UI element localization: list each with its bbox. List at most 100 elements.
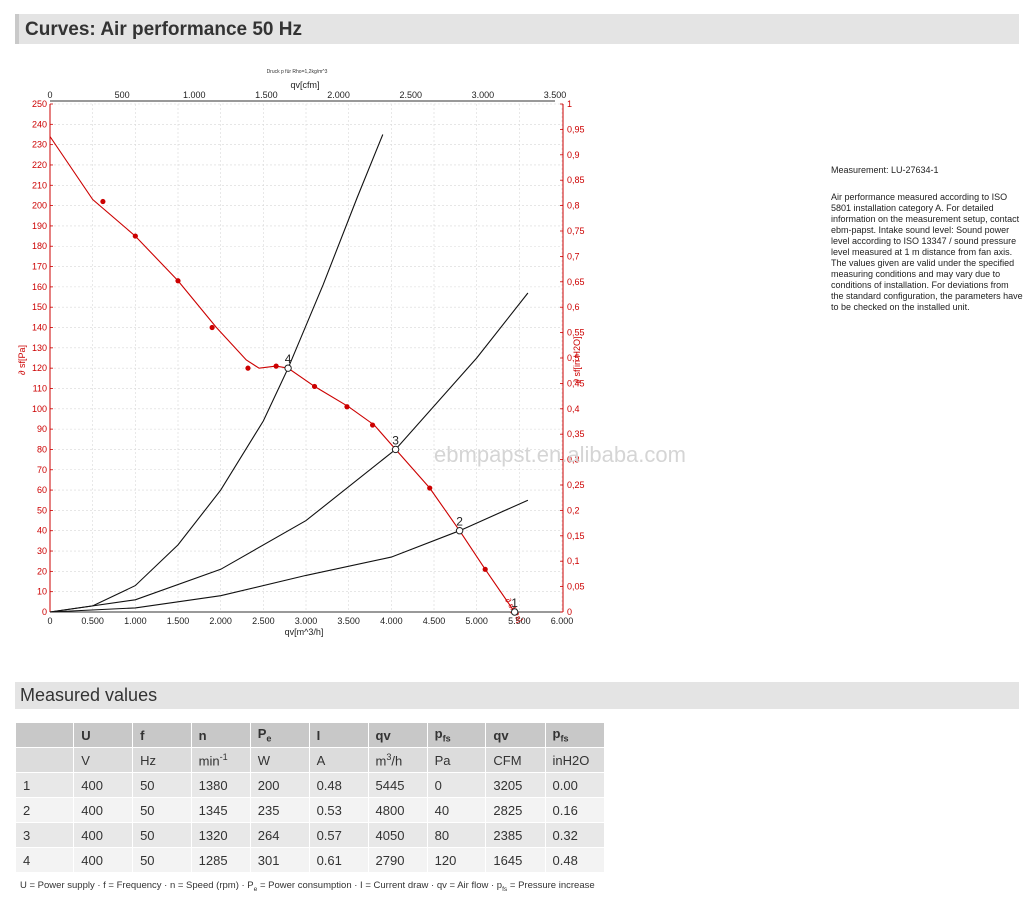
y-left-tick-label: 40 — [37, 526, 47, 536]
y-right-tick-label: 0,85 — [567, 175, 585, 185]
table-cell: 5445 — [367, 772, 428, 798]
x-bottom-tick-label: 3.500 — [337, 616, 360, 626]
table-row: 1 400 50 1380 200 0.48 5445 0 3205 0.00 — [14, 772, 606, 798]
table-row: 4 400 50 1285 301 0.61 2790 120 1645 0.48 — [14, 847, 606, 873]
unit-label: CFM — [493, 752, 522, 768]
operating-point-marker — [510, 608, 519, 616]
page-title: Curves: Air performance 50 Hz — [25, 19, 303, 40]
table-unit-cell: A — [308, 747, 369, 773]
table-cell: 50 — [132, 822, 192, 848]
y-right-tick-label: 0,65 — [567, 277, 585, 287]
y-left-tick-label: 210 — [32, 180, 47, 190]
table-cell: 3205 — [485, 772, 546, 798]
table-cell: 1645 — [485, 847, 546, 873]
unit-label: A — [316, 752, 326, 768]
table-cell: 235 — [249, 797, 310, 823]
table-header-cell — [14, 722, 75, 748]
table-cell: 400 — [73, 822, 134, 848]
table-cell: 1 — [14, 772, 75, 798]
y-left-tick-label: 10 — [37, 587, 47, 597]
measurement-id: Measurement: LU-27634-1 — [831, 165, 939, 175]
y-left-tick-label: 250 — [32, 99, 47, 109]
y-right-tick-label: 0,4 — [567, 404, 580, 414]
table-cell: 200 — [249, 772, 310, 798]
unit-label: W — [257, 752, 271, 768]
table-cell: 400 — [73, 797, 134, 823]
table-header-cell: qv — [367, 722, 428, 748]
table-unit-cell: Pa — [426, 747, 487, 773]
y-right-tick-label: 0,6 — [567, 302, 580, 312]
y-right-tick-label: 0,9 — [567, 150, 580, 160]
operating-point-label: 3 — [392, 433, 399, 447]
y-right-tick-label: 0,1 — [567, 556, 580, 566]
header-subscript: e — [266, 733, 272, 744]
table-unit-cell: m3/h — [367, 747, 428, 773]
x-bottom-tick-label: 4.500 — [423, 616, 446, 626]
pressure-curve-point — [369, 422, 376, 428]
header-label: I — [316, 727, 321, 743]
x-top-tick-label: 2.500 — [399, 90, 422, 100]
unit-superscript: -1 — [219, 751, 228, 762]
table-header-cell: pfs — [544, 722, 606, 748]
table-unit-cell — [14, 747, 75, 773]
table-cell: 1345 — [190, 797, 251, 823]
table-row: 2 400 50 1345 235 0.53 4800 40 2825 0.16 — [14, 797, 606, 823]
table-cell: 264 — [249, 822, 310, 848]
y-right-tick-label: 0,55 — [567, 328, 585, 338]
header-subscript: fs — [560, 733, 569, 744]
system-curve — [49, 292, 529, 613]
pressure-curve-point — [311, 383, 318, 390]
table-cell: 2 — [14, 797, 75, 823]
table-cell: 80 — [426, 822, 487, 848]
y-left-tick-label: 140 — [32, 323, 47, 333]
table-header-cell: n — [190, 722, 251, 748]
pressure-curve-point — [344, 404, 350, 410]
measurement-note: Measurement: LU-27634-1 Air performance … — [831, 165, 1023, 313]
x-top-tick-label: 3.500 — [544, 90, 567, 100]
header-bar: Curves: Air performance 50 Hz — [15, 14, 1019, 44]
y-right-tick-label: 0,15 — [567, 531, 585, 541]
footnote-part-3: = Pressure increase — [507, 880, 595, 891]
x-bottom-tick-label: 0 — [47, 616, 52, 626]
y-right-tick-label: 0,75 — [567, 226, 585, 236]
table-cell: 0.48 — [544, 847, 606, 873]
table-unit-cell: V — [73, 747, 134, 773]
measured-values-title: Measured values — [20, 685, 158, 705]
y-right-tick-label: 0,5 — [567, 353, 580, 363]
y-left-tick-label: 170 — [32, 262, 47, 272]
table-cell: 50 — [132, 847, 192, 873]
unit-label: Hz — [140, 752, 156, 768]
watermark-text: ebmpapst.en.alibaba.com — [434, 442, 686, 467]
header-label: p — [434, 726, 443, 742]
x-top-tick-label: 1.000 — [183, 90, 206, 100]
table-cell: 1320 — [190, 822, 251, 848]
table-cell: 301 — [249, 847, 310, 873]
table-cell: 50 — [132, 797, 192, 823]
y-right-tick-label: 0,25 — [567, 480, 585, 490]
header-label: p — [552, 726, 561, 742]
header-label: f — [140, 727, 145, 743]
table-cell: 50 — [132, 772, 192, 798]
header-label: qv — [375, 727, 391, 743]
table-cell: 2825 — [485, 797, 546, 823]
y-right-tick-label: 0 — [567, 607, 572, 617]
unit-suffix: /h — [391, 753, 403, 769]
table-header-cell: U — [73, 722, 134, 748]
table-unit-cell: W — [249, 747, 310, 773]
y-left-tick-label: 110 — [33, 383, 47, 393]
x-bottom-tick-label: 2.000 — [209, 616, 232, 626]
y-left-tick-label: 230 — [32, 140, 47, 150]
chart-tiny-label: Druck p für Rho=1,2kg/m^3 — [267, 69, 328, 75]
pressure-curve-point — [100, 198, 106, 205]
table-row: 3 400 50 1320 264 0.57 4050 80 2385 0.32 — [14, 822, 606, 848]
x-bottom-tick-label: 6.000 — [551, 616, 574, 626]
operating-point-label: 1 — [511, 596, 518, 610]
y-left-tick-label: 160 — [32, 282, 47, 292]
table-header-cell: pfs — [426, 722, 487, 748]
x-top-axis-label: qv[cfm] — [290, 80, 319, 90]
table-cell: 4800 — [367, 797, 428, 823]
table-cell: 0.00 — [544, 772, 606, 798]
